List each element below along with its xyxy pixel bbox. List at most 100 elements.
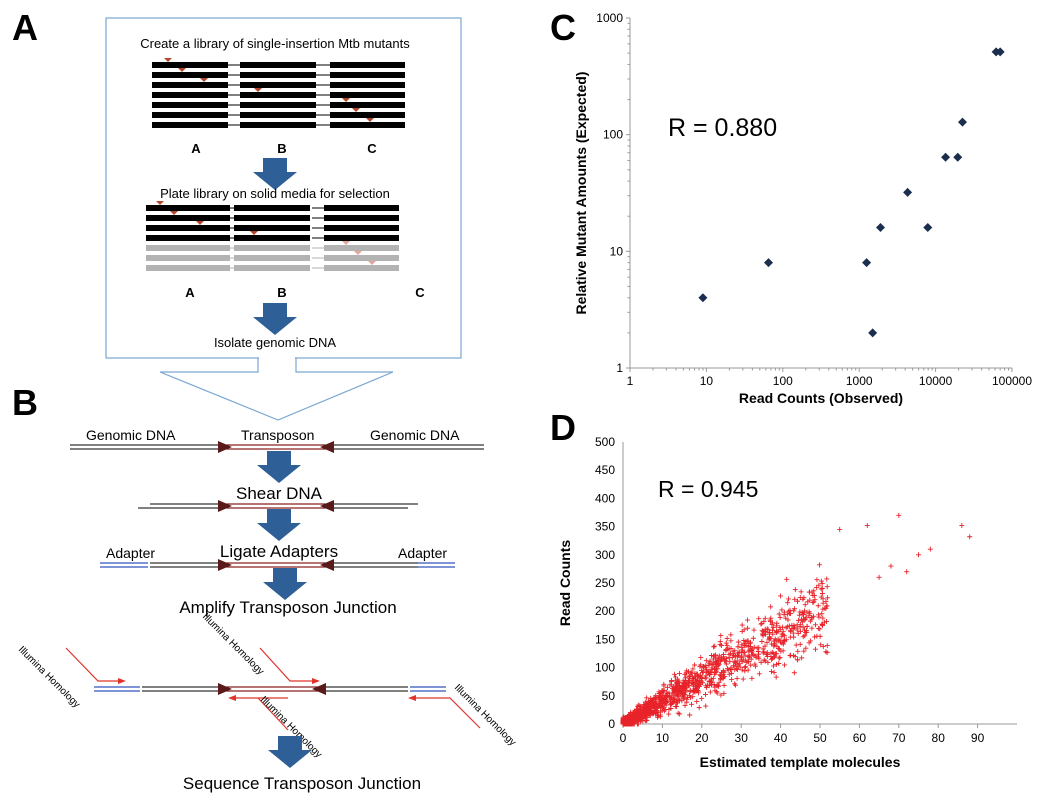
data-point xyxy=(689,701,695,707)
data-point xyxy=(803,645,809,651)
gene-segment xyxy=(234,255,310,261)
data-point xyxy=(811,592,817,598)
data-point xyxy=(769,621,775,627)
gene-segment xyxy=(330,92,405,98)
data-point xyxy=(715,682,721,688)
data-point xyxy=(798,628,804,634)
data-point xyxy=(649,699,655,705)
data-point xyxy=(654,710,660,716)
data-point xyxy=(702,691,708,697)
data-point xyxy=(777,624,783,630)
data-point xyxy=(712,643,718,649)
data-point xyxy=(820,606,826,612)
insertion-marker-icon xyxy=(200,78,208,82)
data-point xyxy=(656,697,662,703)
gene-segment xyxy=(240,72,316,78)
mutant-library-rows xyxy=(152,58,405,128)
y-axis-title: Read Counts xyxy=(557,540,573,627)
insertion-marker-icon xyxy=(352,108,360,112)
insertion-marker-icon xyxy=(354,251,362,255)
gene-segment xyxy=(152,72,228,78)
data-point xyxy=(723,658,729,664)
data-point xyxy=(817,626,823,632)
data-point xyxy=(635,719,641,725)
data-point xyxy=(678,688,684,694)
data-point xyxy=(904,569,910,575)
data-point xyxy=(709,652,715,658)
data-point xyxy=(694,671,700,677)
data-point xyxy=(765,660,771,666)
gene-segment xyxy=(152,92,228,98)
data-point xyxy=(785,617,791,623)
data-point xyxy=(779,607,785,613)
label-genomic-dna-right: Genomic DNA xyxy=(370,427,460,443)
data-point xyxy=(795,598,801,604)
data-point xyxy=(720,668,726,674)
data-point xyxy=(707,689,713,695)
insertion-marker-icon xyxy=(342,98,350,102)
data-point xyxy=(953,152,963,162)
data-point xyxy=(820,643,826,649)
data-point xyxy=(759,638,765,644)
gene-segment xyxy=(324,255,399,261)
data-point xyxy=(628,718,634,724)
panel-label-a: A xyxy=(12,7,38,48)
data-point xyxy=(807,610,813,616)
data-point xyxy=(674,689,680,695)
data-point xyxy=(818,642,824,648)
gene-segment xyxy=(324,245,399,251)
insertion-marker-icon xyxy=(250,231,258,235)
data-point xyxy=(770,624,776,630)
data-point xyxy=(703,663,709,669)
data-point xyxy=(644,711,650,717)
data-point xyxy=(801,627,807,633)
data-point xyxy=(637,713,643,719)
data-point xyxy=(690,676,696,682)
data-point xyxy=(819,586,825,592)
data-point xyxy=(747,647,753,653)
x-axis-title: Estimated template molecules xyxy=(700,754,901,770)
data-point xyxy=(791,670,797,676)
data-point xyxy=(817,562,822,568)
data-point xyxy=(672,671,678,677)
data-point xyxy=(762,615,768,621)
data-point xyxy=(787,653,793,659)
step-ligate-adapters: Ligate Adapters xyxy=(220,542,338,561)
gene-label-b-top: B xyxy=(277,141,286,156)
panel-label-d: D xyxy=(550,407,576,448)
data-point xyxy=(797,641,803,647)
data-point xyxy=(729,676,735,682)
gene-label-a-top: A xyxy=(191,141,201,156)
data-point xyxy=(728,645,734,651)
data-point xyxy=(768,669,774,675)
data-point xyxy=(725,646,731,652)
data-point xyxy=(718,692,724,698)
data-point xyxy=(819,621,825,627)
x-tick-label: 90 xyxy=(971,731,985,745)
data-point xyxy=(702,675,708,681)
down-arrow-icon xyxy=(263,568,307,600)
data-point xyxy=(674,700,680,706)
gene-segment xyxy=(330,72,405,78)
data-point xyxy=(650,710,656,716)
data-point xyxy=(666,711,672,717)
data-point xyxy=(750,652,756,658)
data-point xyxy=(644,695,650,701)
data-point xyxy=(751,627,757,633)
step-isolate-dna: Isolate genomic DNA xyxy=(214,335,336,350)
illumina-label-right: Illumina Homology xyxy=(452,682,518,748)
data-point xyxy=(638,717,644,723)
data-point xyxy=(776,611,782,617)
insertion-marker-icon xyxy=(368,261,376,265)
data-point xyxy=(680,690,686,696)
data-point xyxy=(792,625,798,631)
data-point xyxy=(823,605,829,611)
data-point xyxy=(728,670,734,676)
data-point xyxy=(896,512,902,518)
data-point xyxy=(735,644,741,650)
data-point xyxy=(718,643,724,649)
data-point xyxy=(800,612,806,618)
correlation-annotation: R = 0.880 xyxy=(668,114,777,142)
gene-segment xyxy=(330,112,405,118)
data-point xyxy=(724,666,730,672)
